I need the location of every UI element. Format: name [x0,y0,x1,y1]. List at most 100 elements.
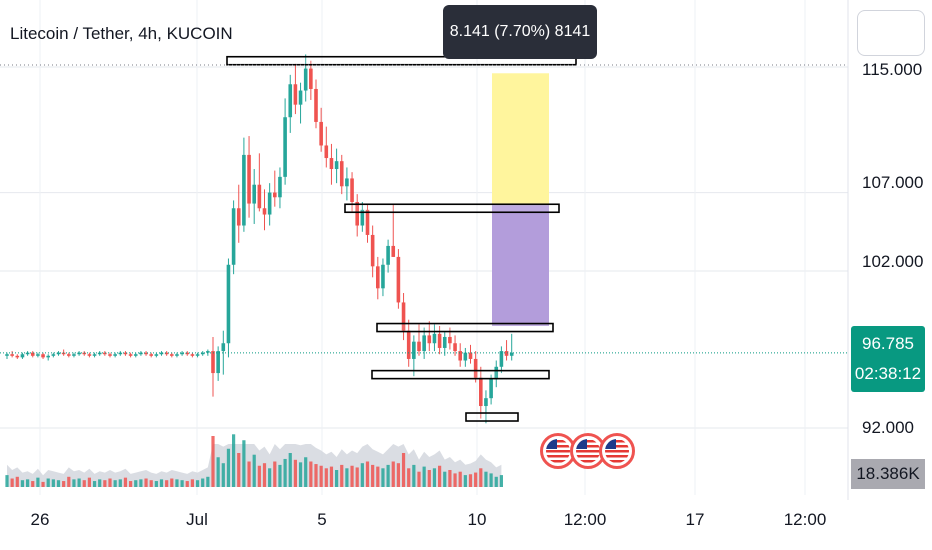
us-flag-icon[interactable] [599,433,635,469]
volume-bar [31,481,35,487]
candle-body [494,366,499,380]
x-tick-jul: Jul [186,510,208,529]
x-tick-12-00-b: 12:00 [783,510,827,529]
volume-bar [365,461,370,487]
candle-body [499,351,504,367]
candle-body [350,178,354,202]
candle-body [319,121,323,146]
volume-bar [149,480,153,487]
bar-countdown: 02:38:12 [854,364,922,383]
y-tick-107: 107.000 [862,173,924,192]
volume-bar [41,481,45,487]
volume-bar [386,464,390,487]
candle-body [41,354,45,358]
volume-bar [20,480,25,487]
candle-body [128,354,133,356]
level-boxes [226,55,577,422]
volume-bar [118,479,122,487]
volume-bar [180,480,184,487]
candle-body [247,154,251,204]
x-tick-10: 10 [467,510,487,529]
candle-body [211,351,215,374]
candle-body [51,354,56,356]
volume-bar [159,479,164,487]
volume-bar [56,480,61,487]
x-tick-12-00-a: 12:00 [563,510,607,529]
volume-bar [134,480,138,487]
candle-body [139,352,143,355]
volume-bar [165,480,169,487]
volume-bar [355,467,359,487]
volume-bar [170,478,174,487]
candle-body [72,354,76,356]
target-zone [492,73,549,206]
candle-body [309,68,313,89]
volume-bar [5,475,9,487]
candle-body [154,354,159,356]
candle-body [432,333,437,344]
candle-body [170,354,174,356]
volume-bar [360,463,364,487]
candle-body [10,354,14,356]
volume-bar [206,476,210,487]
candle-body [231,208,236,265]
volume-bar [438,465,442,487]
x-tick-17: 17 [685,510,705,529]
candle-body [283,117,287,177]
candle-body [175,354,179,356]
candle-body [489,379,493,399]
us-flag-icon[interactable] [570,433,606,469]
chart-settings-box[interactable] [857,10,925,56]
volume-bar [396,463,400,487]
volume-bar [257,465,261,487]
volume-bar [412,464,416,487]
candle-body [20,354,25,358]
candle-body [334,161,339,170]
candle-body [67,354,71,356]
candle-body [164,352,169,355]
level-box-range-bottom [371,369,550,380]
candle-body [458,351,462,361]
candle-body [339,161,344,187]
chart-grid [0,0,849,500]
volume-bar [340,464,344,487]
candle-body [396,256,401,303]
y-tick-92: 92.000 [862,418,914,437]
candle-body [159,352,164,355]
volume-bar [494,476,498,487]
volume-bar [221,463,225,487]
candle-body [370,234,375,267]
candle-body [123,352,128,355]
candle-body [273,192,277,198]
candle-body [195,354,200,356]
candle-body [103,352,107,355]
volume-bar [87,477,91,487]
volume-bar [216,457,220,487]
candle-body [5,354,9,356]
candle-body [468,352,473,359]
volume-bar [72,479,76,487]
candle-body [113,354,117,356]
candle-body [401,302,406,331]
volume-bar [62,481,66,487]
volume-bar [283,458,287,487]
volume-bar [443,471,447,487]
candle-body [77,352,81,355]
volume-bar [484,471,488,487]
candle-body [355,201,359,226]
us-flag-icon[interactable] [540,433,576,469]
level-box-support-low [465,412,519,422]
volume-bar [123,477,128,487]
volume-bar [345,468,349,487]
volume-bar [427,470,431,487]
volume-bar [226,448,231,487]
stop-zone [492,205,549,326]
volume-bar [185,481,189,487]
candle-body [267,192,272,215]
volume-bar [468,474,473,487]
candle-body [303,68,308,91]
candle-body [509,352,514,356]
volume-bar [10,478,14,487]
candle-body [417,341,421,352]
